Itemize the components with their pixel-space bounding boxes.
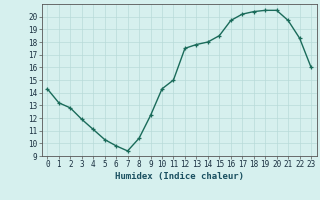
X-axis label: Humidex (Indice chaleur): Humidex (Indice chaleur) xyxy=(115,172,244,181)
